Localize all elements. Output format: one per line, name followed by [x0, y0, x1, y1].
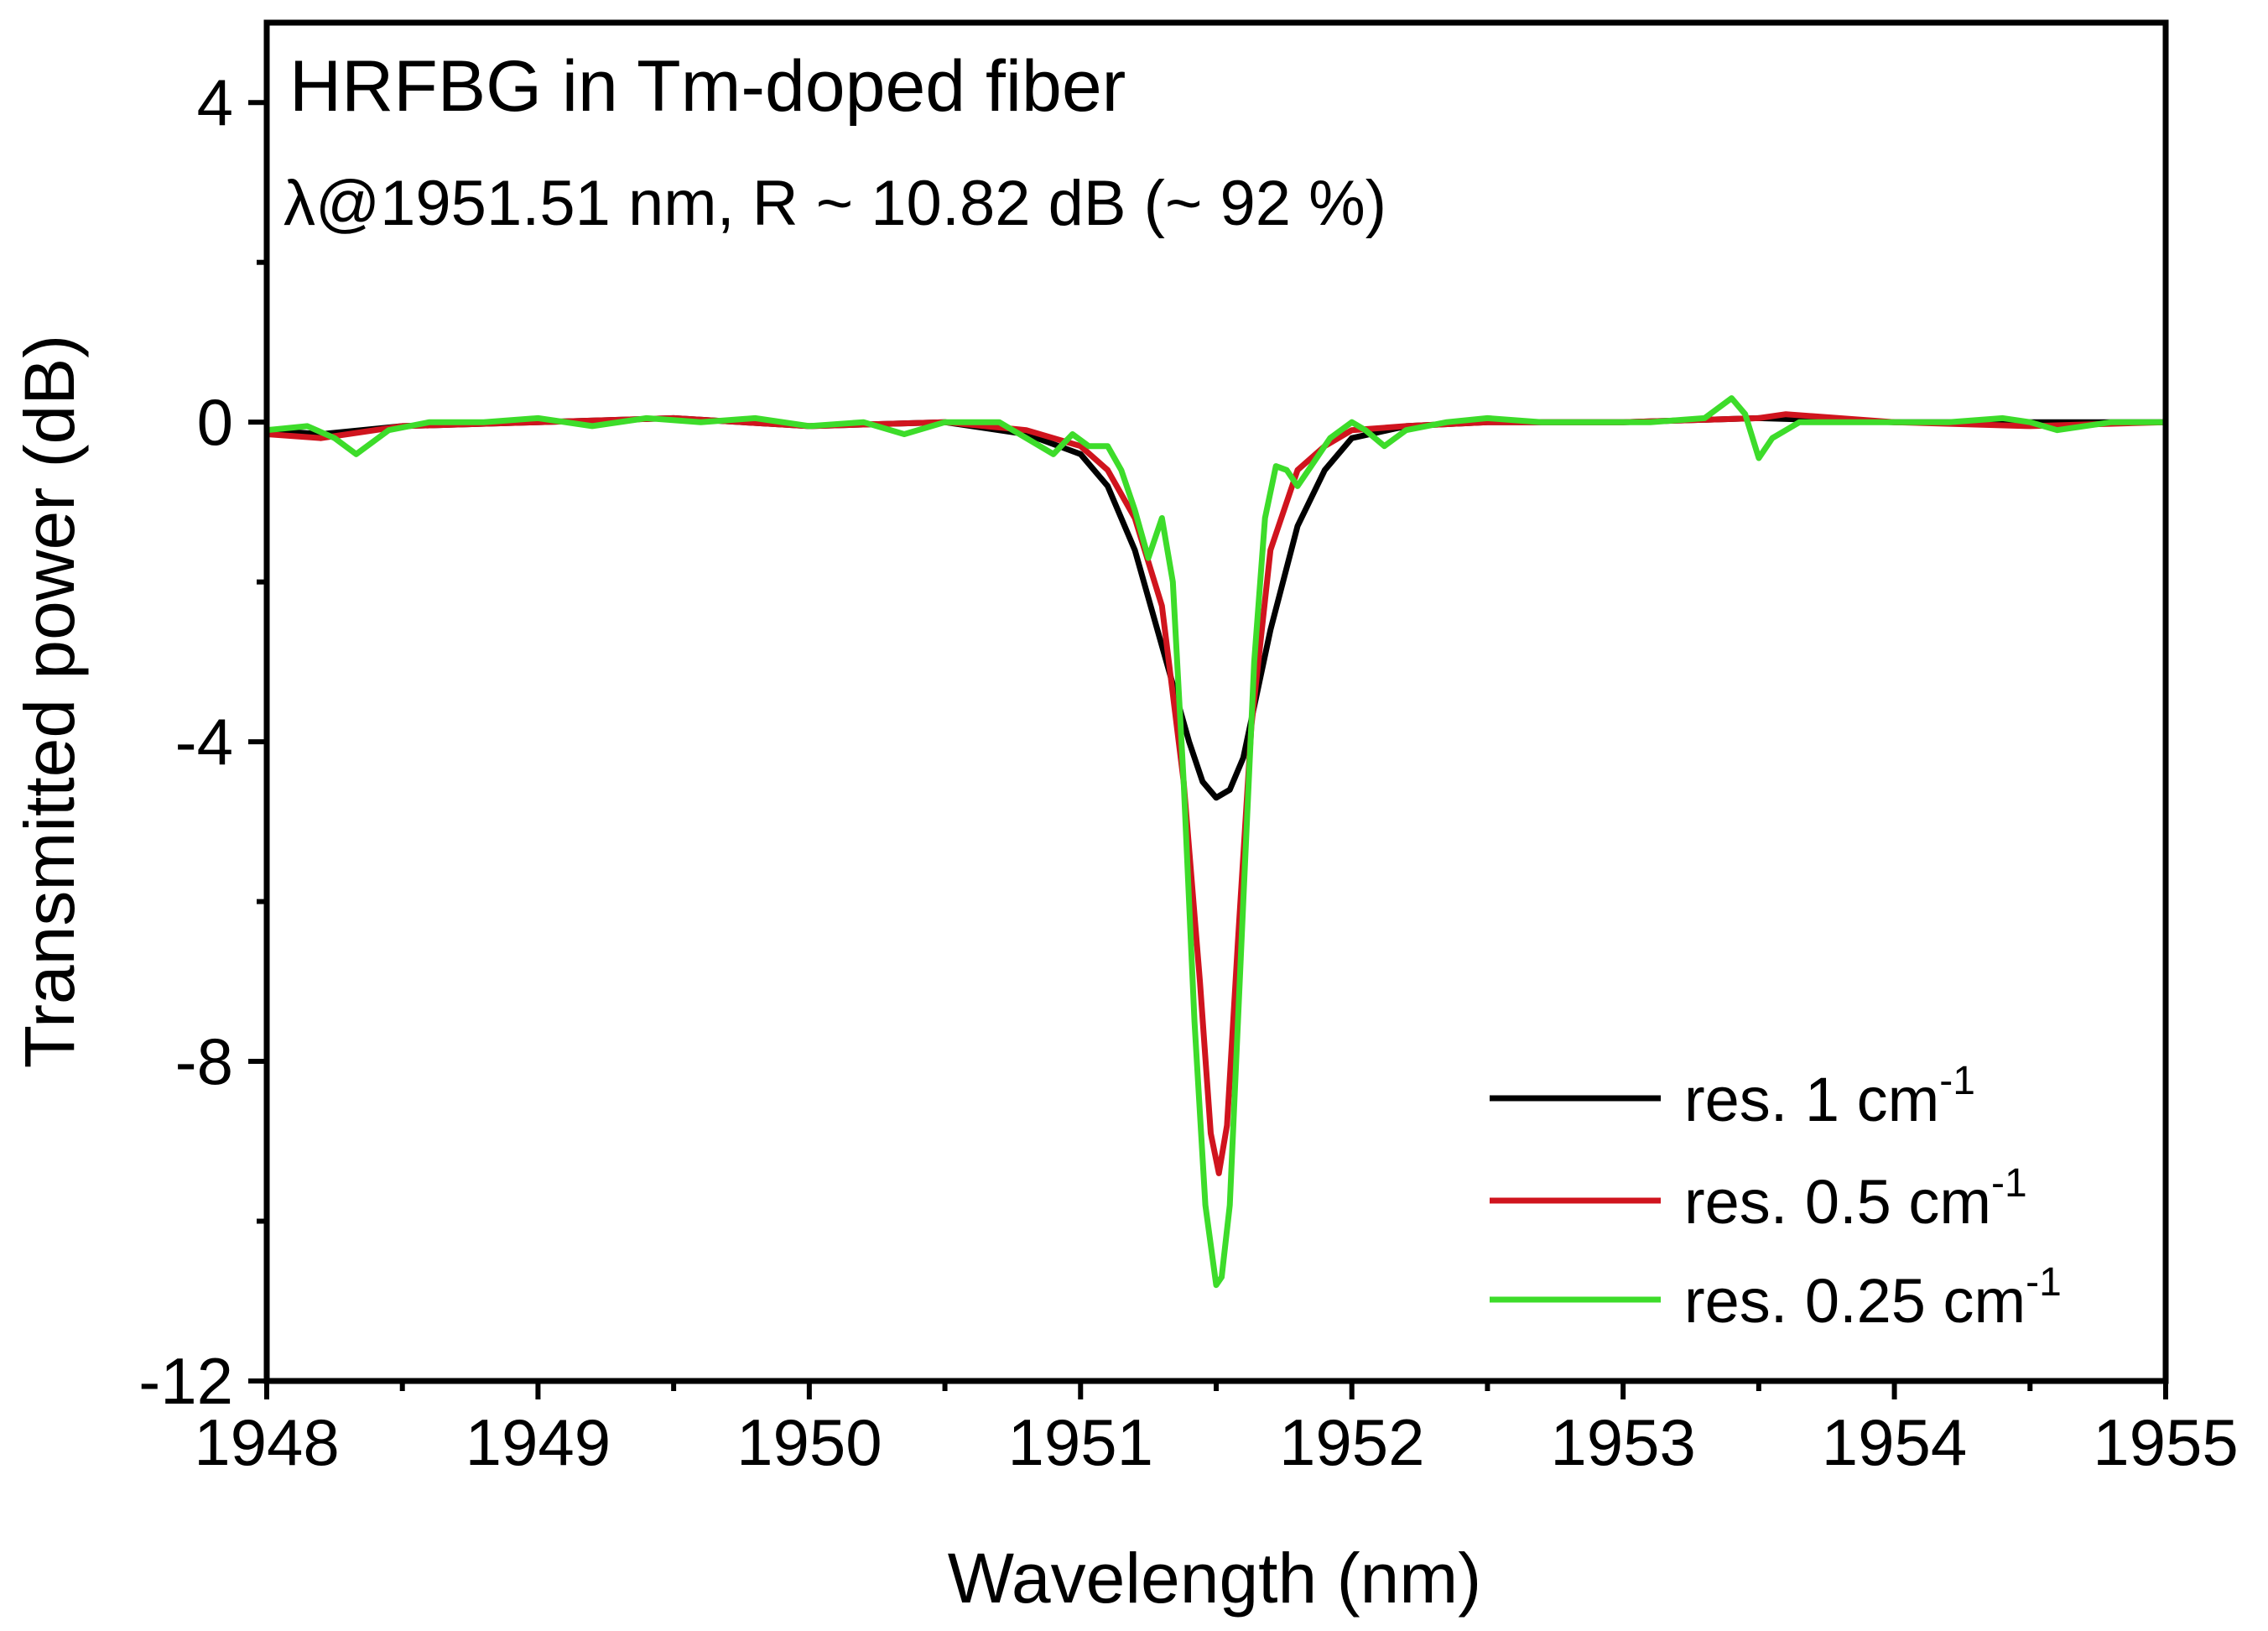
series-group	[267, 395, 2166, 1289]
x-tick-label: 1949	[466, 1405, 611, 1479]
tick-group: 1948 1949 1950 1951 1952 1953 1954 1955 -12 -8 -4 0…	[138, 65, 2239, 1479]
legend-label-res-1: res. 1 cm-1	[1684, 1059, 1975, 1134]
series-line-res-025	[267, 395, 2166, 1289]
plot-frame	[263, 19, 2169, 1384]
y-tick-label: -12	[138, 1344, 233, 1418]
series-line-res-1	[267, 414, 2166, 801]
x-tick-label: 1955	[2093, 1405, 2239, 1479]
x-axis-title: Wavelength (nm)	[948, 1539, 1481, 1618]
legend: res. 1 cm-1 res. 0.5 cm-1 res. 0.25 cm-1	[1490, 1059, 2062, 1336]
x-tick-label: 1950	[736, 1405, 882, 1479]
x-tick-label: 1948	[194, 1405, 340, 1479]
legend-label-res-05: res. 0.5 cm-1	[1684, 1161, 2027, 1237]
y-tick-label: -8	[175, 1024, 233, 1098]
x-tick-label: 1951	[1008, 1405, 1154, 1479]
x-tick-label: 1953	[1550, 1405, 1696, 1479]
y-tick-label: -4	[175, 705, 233, 779]
x-tick-label: 1954	[1822, 1405, 1968, 1479]
annotation-details: λ@1951.51 nm, R ~ 10.82 dB (~ 92 %)	[284, 168, 1386, 239]
x-tick-label: 1952	[1279, 1405, 1425, 1479]
y-tick-label: 0	[197, 385, 233, 459]
y-tick-label: 4	[197, 65, 233, 139]
y-axis-title: Transmitted power (dB)	[10, 335, 89, 1069]
annotation-title: HRFBG in Tm-doped fiber	[289, 46, 1126, 127]
legend-label-res-025: res. 0.25 cm-1	[1684, 1260, 2062, 1336]
